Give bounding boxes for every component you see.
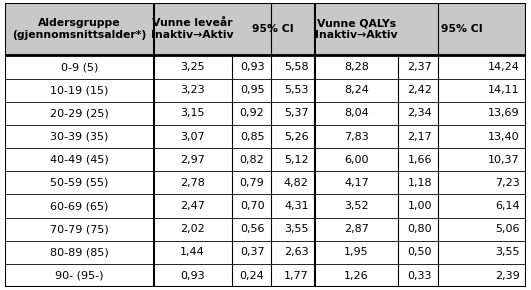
Text: 2,17: 2,17 — [407, 132, 432, 142]
Text: 0,37: 0,37 — [240, 247, 264, 257]
Text: 10-19 (15): 10-19 (15) — [50, 85, 109, 95]
Text: 3,55: 3,55 — [495, 247, 519, 257]
Text: 3,23: 3,23 — [181, 85, 205, 95]
Bar — [5, 241, 526, 264]
Text: 0,24: 0,24 — [239, 271, 264, 280]
Text: 1,95: 1,95 — [344, 247, 369, 257]
Bar — [5, 195, 526, 218]
Text: 40-49 (45): 40-49 (45) — [50, 155, 109, 165]
Text: 1,66: 1,66 — [407, 155, 432, 165]
Text: 30-39 (35): 30-39 (35) — [50, 132, 109, 142]
Text: 5,26: 5,26 — [284, 132, 309, 142]
Text: 20-29 (25): 20-29 (25) — [50, 108, 109, 118]
Text: 2,34: 2,34 — [407, 108, 432, 118]
Text: Vunne QALYs
Inaktiv→Aktiv: Vunne QALYs Inaktiv→Aktiv — [315, 18, 398, 40]
Text: 0,95: 0,95 — [240, 85, 264, 95]
Text: 5,12: 5,12 — [284, 155, 309, 165]
Text: 0,93: 0,93 — [181, 271, 205, 280]
Text: 14,24: 14,24 — [487, 62, 519, 72]
Text: 3,52: 3,52 — [344, 201, 369, 211]
Text: 7,23: 7,23 — [495, 178, 519, 188]
Text: 13,40: 13,40 — [488, 132, 519, 142]
Text: 90- (95-): 90- (95-) — [55, 271, 104, 280]
Text: 14,11: 14,11 — [488, 85, 519, 95]
Text: 1,18: 1,18 — [407, 178, 432, 188]
Bar — [5, 3, 526, 55]
Text: 2,87: 2,87 — [344, 224, 369, 234]
Text: 0,80: 0,80 — [407, 224, 432, 234]
Text: 1,77: 1,77 — [284, 271, 309, 280]
Bar — [5, 218, 526, 241]
Text: 2,39: 2,39 — [495, 271, 519, 280]
Text: Aldersgruppe
(gjennomsnittsalder*): Aldersgruppe (gjennomsnittsalder*) — [12, 18, 147, 40]
Text: 50-59 (55): 50-59 (55) — [50, 178, 109, 188]
Text: 0-9 (5): 0-9 (5) — [61, 62, 98, 72]
Text: 7,83: 7,83 — [344, 132, 369, 142]
Bar — [5, 171, 526, 195]
Text: 1,00: 1,00 — [407, 201, 432, 211]
Bar — [5, 55, 526, 79]
Text: 0,70: 0,70 — [240, 201, 264, 211]
Text: 0,79: 0,79 — [239, 178, 264, 188]
Text: 8,24: 8,24 — [344, 85, 369, 95]
Text: 80-89 (85): 80-89 (85) — [50, 247, 109, 257]
Text: 2,47: 2,47 — [180, 201, 205, 211]
Text: 3,07: 3,07 — [181, 132, 205, 142]
Text: 1,26: 1,26 — [344, 271, 369, 280]
Text: 2,97: 2,97 — [180, 155, 205, 165]
Bar — [5, 264, 526, 287]
Text: 95% CI: 95% CI — [441, 24, 483, 34]
Text: 3,25: 3,25 — [181, 62, 205, 72]
Text: 0,50: 0,50 — [407, 247, 432, 257]
Text: 0,82: 0,82 — [239, 155, 264, 165]
Text: 0,33: 0,33 — [407, 271, 432, 280]
Text: 5,53: 5,53 — [284, 85, 309, 95]
Bar — [5, 79, 526, 102]
Text: 6,14: 6,14 — [495, 201, 519, 211]
Text: 0,93: 0,93 — [240, 62, 264, 72]
Text: 2,78: 2,78 — [180, 178, 205, 188]
Text: 10,37: 10,37 — [488, 155, 519, 165]
Text: 8,04: 8,04 — [344, 108, 369, 118]
Text: 5,58: 5,58 — [284, 62, 309, 72]
Text: 4,82: 4,82 — [284, 178, 309, 188]
Text: 95% CI: 95% CI — [252, 24, 294, 34]
Text: 2,37: 2,37 — [407, 62, 432, 72]
Text: 70-79 (75): 70-79 (75) — [50, 224, 109, 234]
Text: 8,28: 8,28 — [344, 62, 369, 72]
Bar — [5, 148, 526, 171]
Text: 13,69: 13,69 — [488, 108, 519, 118]
Text: 5,37: 5,37 — [284, 108, 309, 118]
Text: 6,00: 6,00 — [344, 155, 369, 165]
Text: 3,55: 3,55 — [284, 224, 309, 234]
Text: 4,31: 4,31 — [284, 201, 309, 211]
Text: 2,42: 2,42 — [407, 85, 432, 95]
Bar — [5, 125, 526, 148]
Text: 0,85: 0,85 — [240, 132, 264, 142]
Text: 3,15: 3,15 — [181, 108, 205, 118]
Text: 5,06: 5,06 — [495, 224, 519, 234]
Text: 60-69 (65): 60-69 (65) — [50, 201, 109, 211]
Text: 2,63: 2,63 — [284, 247, 309, 257]
Text: 0,56: 0,56 — [240, 224, 264, 234]
Bar — [5, 102, 526, 125]
Text: Vunne leveår
Inaktiv→Aktiv: Vunne leveår Inaktiv→Aktiv — [151, 18, 234, 40]
Text: 2,02: 2,02 — [180, 224, 205, 234]
Text: 4,17: 4,17 — [344, 178, 369, 188]
Text: 1,44: 1,44 — [180, 247, 205, 257]
Text: 0,92: 0,92 — [239, 108, 264, 118]
